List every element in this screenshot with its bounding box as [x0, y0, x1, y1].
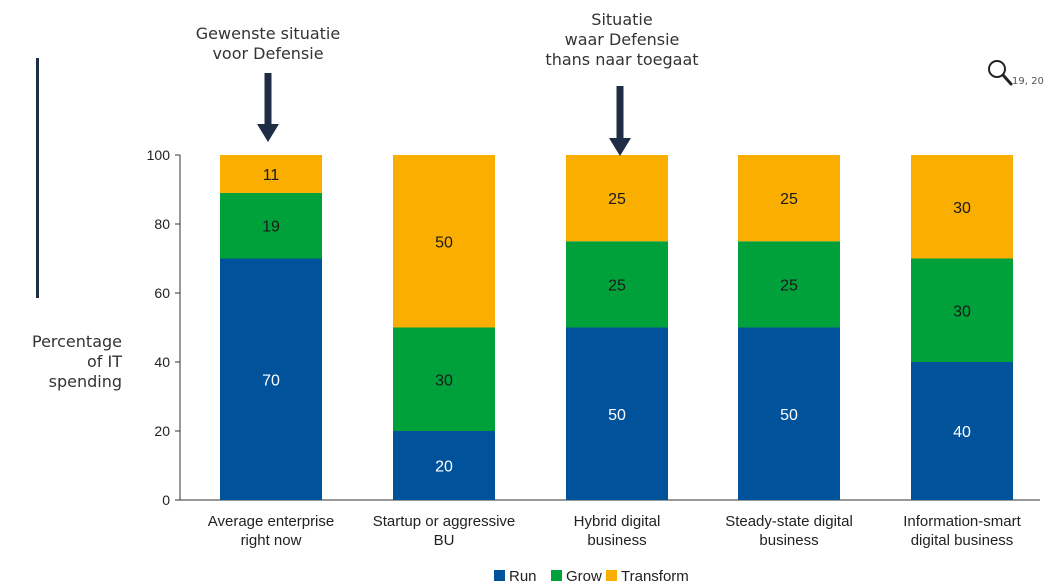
y-axis-label-line: of IT [87, 352, 122, 371]
annotation-line: Gewenste situatie [195, 24, 341, 43]
legend-swatch [606, 570, 617, 581]
category-label: Average enterprise [208, 513, 334, 530]
category-label: Information-smart [903, 513, 1021, 530]
category-label: Hybrid digital [574, 513, 661, 530]
data-label: 30 [953, 200, 971, 217]
legend-label: Grow [566, 568, 602, 585]
bar-segment-grow [911, 258, 1013, 362]
annotation-line: Situatie [591, 10, 653, 29]
data-label: 50 [780, 407, 798, 424]
data-label: 25 [608, 191, 626, 208]
bar-segment-transform [911, 155, 1013, 259]
magnifier-icon[interactable] [985, 58, 1015, 88]
legend-swatch [551, 570, 562, 581]
bar-segment-grow [738, 241, 840, 328]
bar-segment-transform [566, 155, 668, 242]
data-label: 30 [953, 303, 971, 320]
y-tick-label: 0 [162, 492, 170, 508]
bar-segment-run [393, 431, 495, 500]
bar-segment-run [566, 327, 668, 500]
data-label: 19 [262, 219, 280, 236]
y-axis-label-line: Percentage [31, 332, 122, 351]
legend-label: Run [509, 568, 537, 585]
annotation-current-direction: Situatie waar Defensie thans naar toegaa… [512, 10, 732, 70]
bar-segment-transform [393, 155, 495, 328]
zoom-control[interactable]: 19, 20 [985, 58, 1048, 88]
arrow-head [609, 138, 631, 156]
zoom-level: 19, 20 [1012, 76, 1044, 87]
data-label: 40 [953, 424, 971, 441]
category-label: business [759, 532, 818, 549]
data-label: 11 [263, 167, 280, 184]
annotation-desired-situation: Gewenste situatie voor Defensie [168, 24, 368, 64]
sidebar-rule [36, 58, 39, 298]
annotation-line: waar Defensie [564, 30, 680, 49]
legend-swatch [494, 570, 505, 581]
bar-segment-grow [220, 192, 322, 259]
bar-segment-transform [738, 155, 840, 242]
data-label: 50 [435, 234, 453, 251]
bar-segment-transform [220, 155, 322, 193]
data-label: 25 [608, 277, 626, 294]
data-label: 25 [780, 277, 798, 294]
bar-segment-run [220, 258, 322, 500]
data-label: 50 [608, 407, 626, 424]
category-label: BU [434, 532, 455, 549]
category-label: business [587, 532, 646, 549]
data-label: 70 [262, 372, 280, 389]
bar-segment-grow [566, 241, 668, 328]
y-axis-label: Percentage of IT spending [10, 332, 122, 392]
category-label: Startup or aggressive [373, 513, 516, 530]
y-tick-label: 60 [154, 285, 170, 301]
annotation-line: voor Defensie [212, 44, 324, 63]
data-label: 30 [435, 372, 453, 389]
bar-segment-run [911, 362, 1013, 500]
y-axis-label-line: spending [48, 372, 122, 391]
legend-label: Transform [621, 568, 689, 585]
category-label: Steady-state digital [725, 513, 853, 530]
data-label: 25 [780, 191, 798, 208]
y-tick-label: 80 [154, 216, 170, 232]
annotation-line: thans naar toegaat [545, 50, 699, 69]
category-label: right now [241, 532, 302, 549]
data-label: 20 [435, 459, 453, 476]
y-tick-label: 20 [154, 423, 170, 439]
category-label: digital business [911, 532, 1014, 549]
arrow-head [257, 124, 279, 142]
y-tick-label: 40 [154, 354, 170, 370]
y-tick-label: 100 [147, 147, 171, 163]
bar-segment-grow [393, 327, 495, 431]
bar-segment-run [738, 327, 840, 500]
